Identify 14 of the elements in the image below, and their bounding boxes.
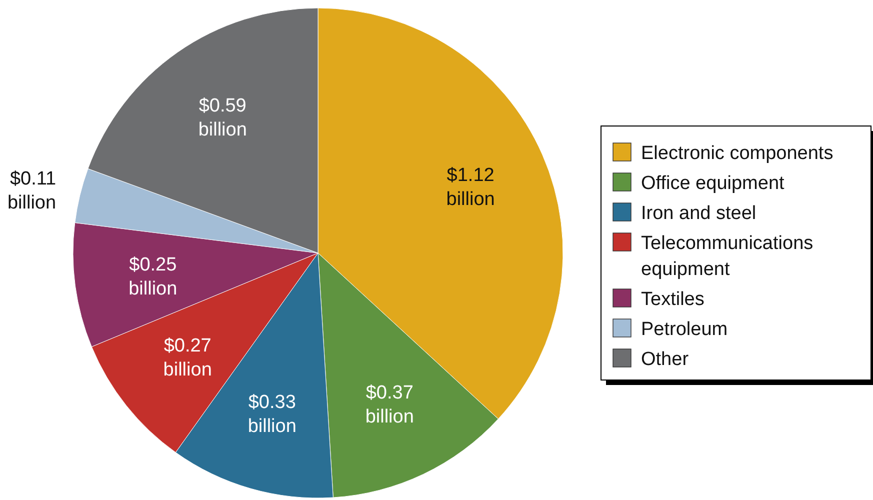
data-label: $0.59 billion [198, 95, 247, 140]
legend-label: Iron and steel [641, 203, 756, 224]
data-label: $0.27 billion [163, 336, 212, 381]
legend-label: Textiles [641, 289, 704, 310]
legend-label: Office equipment [641, 173, 786, 194]
data-label: $0.25 billion [128, 254, 178, 300]
data-label: $0.33 billion [248, 392, 296, 438]
data-label: $0.37 billion [365, 382, 414, 428]
data-label: $0.11 billion [7, 168, 56, 214]
data-label: $1.12 billion [446, 165, 495, 210]
legend-label: Other [641, 349, 690, 370]
legend-label: Petroleum [641, 319, 728, 340]
legend-label: Telecommunications equipment [641, 233, 814, 280]
legend-label: Electronic components [641, 143, 834, 164]
